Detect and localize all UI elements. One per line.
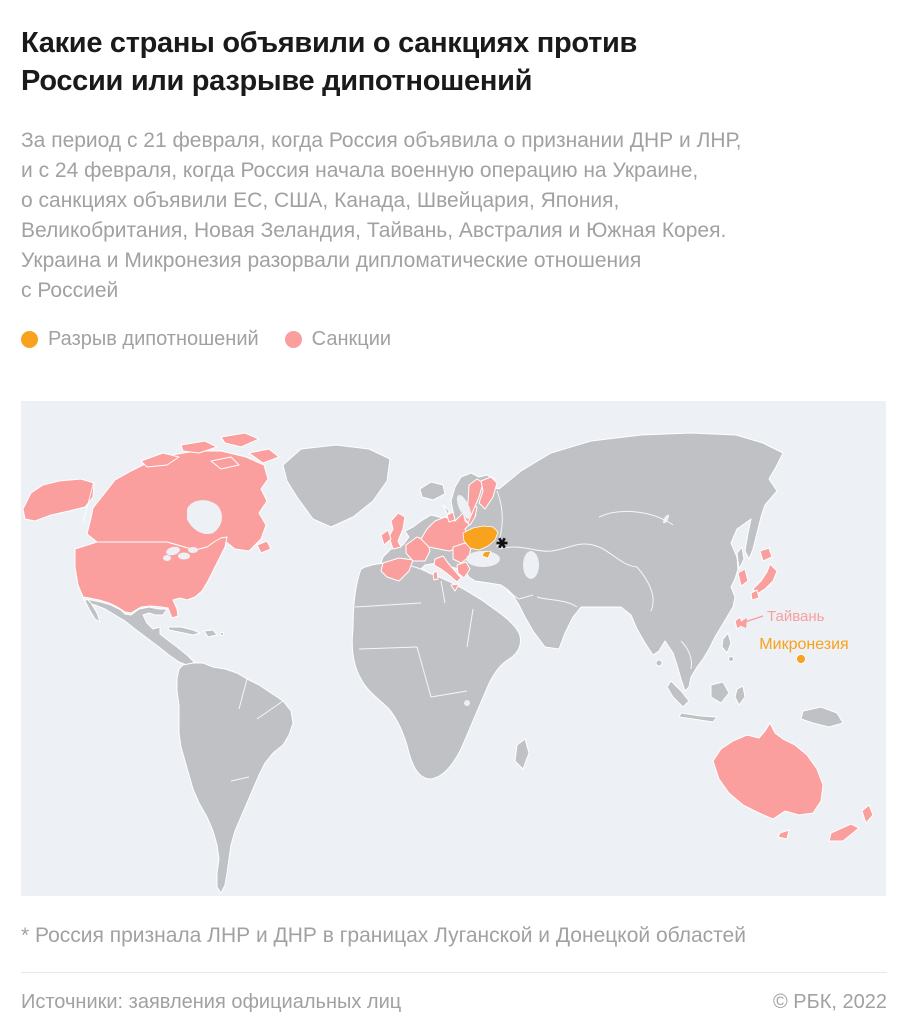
lake-baikal xyxy=(662,514,670,524)
country-canada xyxy=(86,450,269,552)
country-italy xyxy=(433,555,462,583)
legend: Разрыв дипотношений Санкции xyxy=(21,328,887,351)
caspian-sea xyxy=(523,551,539,579)
alaska xyxy=(22,478,95,522)
great-lake xyxy=(178,552,190,560)
japan-honshu xyxy=(752,563,778,595)
africa xyxy=(351,562,522,780)
cuba xyxy=(167,626,201,636)
country-greece xyxy=(456,561,471,579)
sulawesi xyxy=(734,685,746,706)
puerto-rico xyxy=(219,631,225,637)
japan-kyushu xyxy=(750,589,760,601)
iberia xyxy=(380,557,414,582)
footer: Источники: заявления официальных лиц © Р… xyxy=(21,991,887,1014)
subtitle-line: и с 24 февраля, когда Россия начала воен… xyxy=(21,159,699,182)
eurasia xyxy=(378,432,784,692)
micronesia-dot xyxy=(796,654,806,664)
world-map-panel: Тайвань Микронезия xyxy=(21,401,886,896)
japan-hokkaido xyxy=(759,547,773,562)
footnote: * Россия признала ЛНР и ДНР в границах Л… xyxy=(21,924,746,947)
sicily xyxy=(450,583,460,592)
country-borders xyxy=(82,480,692,782)
arctic-island xyxy=(210,456,240,470)
philippines xyxy=(721,632,732,654)
taiwan-pointer-arrow xyxy=(737,618,747,628)
subtitle-line: о санкциях объявили ЕС, США, Канада, Шве… xyxy=(21,189,620,212)
country-uk xyxy=(388,512,406,550)
tasmania xyxy=(777,829,790,840)
country-ukraine xyxy=(462,525,499,551)
madagascar xyxy=(514,738,530,770)
arctic-island xyxy=(180,440,218,454)
micronesia-label: Микронезия xyxy=(759,636,848,653)
hudson-bay xyxy=(187,500,222,535)
philippines-south xyxy=(728,656,734,662)
legend-label-severed: Разрыв дипотношений xyxy=(48,328,259,350)
newfoundland xyxy=(256,540,272,554)
footer-copyright: © РБК, 2022 xyxy=(772,991,887,1013)
subtitle: За период с 21 февраля, когда Россия объ… xyxy=(21,126,887,306)
nz-north-island xyxy=(861,804,874,824)
lake-victoria xyxy=(464,700,470,706)
sardinia xyxy=(432,570,439,581)
arctic-island xyxy=(140,452,180,468)
legend-item-sanctions: Санкции xyxy=(284,328,392,351)
taiwan-label: Тайвань xyxy=(767,608,825,625)
legend-label-sanctions: Санкции xyxy=(311,328,392,350)
country-mexico xyxy=(82,598,195,667)
crimea xyxy=(481,550,492,559)
severed-countries xyxy=(462,525,806,664)
title-line-2: России или разрыве дипотношений xyxy=(21,65,533,97)
country-south-korea xyxy=(737,568,749,587)
country-greenland xyxy=(282,444,391,528)
footer-sources: Источники: заявления официальных лиц xyxy=(21,991,402,1013)
sumatra xyxy=(666,680,690,708)
subtitle-line: Великобритания, Новая Зеландия, Тайвань,… xyxy=(21,219,727,242)
great-lake xyxy=(188,547,198,553)
divider xyxy=(21,972,887,973)
sri-lanka xyxy=(655,659,663,667)
sakhalin xyxy=(736,546,745,570)
country-denmark xyxy=(446,511,456,523)
baja-california xyxy=(84,598,101,623)
java xyxy=(678,712,718,723)
inland-seas xyxy=(163,495,670,706)
subtitle-line: с Россией xyxy=(21,279,119,302)
great-lake xyxy=(163,555,171,561)
country-finland xyxy=(478,476,498,510)
country-australia xyxy=(712,722,824,820)
subtitle-line: За период с 21 февраля, когда Россия объ… xyxy=(21,129,742,152)
country-france xyxy=(405,536,431,562)
world-map-svg: Тайвань Микронезия xyxy=(22,432,874,894)
land-gray xyxy=(82,432,844,894)
country-iceland xyxy=(419,481,446,501)
map-labels: Тайвань Микронезия xyxy=(737,608,849,653)
severed-dot-icon xyxy=(21,331,38,348)
great-lake xyxy=(166,546,180,556)
recognition-star xyxy=(496,537,508,549)
country-ireland xyxy=(380,529,392,546)
black-sea xyxy=(466,551,500,567)
arctic-island xyxy=(248,448,280,464)
title-line-1: Какие страны объявили о санкциях против xyxy=(21,27,638,59)
new-guinea xyxy=(800,706,844,728)
baltic-sea xyxy=(456,495,472,519)
sanctions-dot-icon xyxy=(284,331,302,348)
subtitle-line: Украина и Микронезия разорвали дипломати… xyxy=(21,249,642,272)
page-title: Какие страны объявили о санкциях против Р… xyxy=(21,24,887,100)
hispaniola xyxy=(203,629,218,638)
arctic-island xyxy=(220,432,260,448)
borneo xyxy=(710,681,730,704)
nz-south-island xyxy=(828,823,860,842)
legend-item-severed: Разрыв дипотношений xyxy=(21,328,259,351)
south-america xyxy=(176,662,294,894)
